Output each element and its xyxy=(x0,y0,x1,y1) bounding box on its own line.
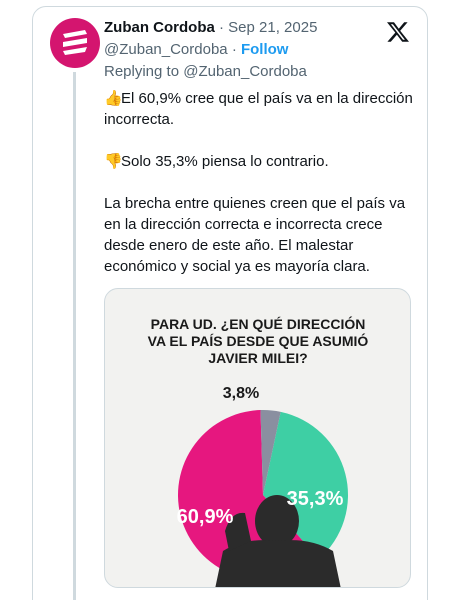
handle-separator: · xyxy=(231,41,237,58)
author-row: Zuban Cordoba · Sep 21, 2025 xyxy=(104,19,317,36)
pie-chart: PARA UD. ¿EN QUÉ DIRECCIÓN VA EL PAÍS DE… xyxy=(148,315,369,587)
tweet-date[interactable]: Sep 21, 2025 xyxy=(228,19,318,36)
chart-title-line-3: JAVIER MILEI? xyxy=(208,350,307,366)
x-logo-icon[interactable] xyxy=(386,20,410,44)
tweet-line-1: 👍El 60,9% cree que el país va en la dire… xyxy=(104,90,413,128)
handle-row: @Zuban_Cordoba · Follow xyxy=(104,41,288,58)
tweet-text: 👍El 60,9% cree que el país va en la dire… xyxy=(104,88,416,277)
author-name[interactable]: Zuban Cordoba xyxy=(104,19,215,36)
date-separator: · xyxy=(219,19,224,36)
tweet-line-2: 👎Solo 35,3% piensa lo contrario. xyxy=(104,153,329,170)
thumbs-up-icon: 👍 xyxy=(104,90,123,107)
pie-label-2: 60,9% xyxy=(177,506,234,528)
author-handle[interactable]: @Zuban_Cordoba xyxy=(104,41,228,58)
avatar[interactable] xyxy=(50,18,100,68)
replying-handle[interactable]: @Zuban_Cordoba xyxy=(183,63,307,80)
thumbs-down-icon: 👎 xyxy=(104,153,123,170)
thread-line xyxy=(73,72,76,600)
zuban-logo-icon xyxy=(63,30,87,55)
pie-slice-3 xyxy=(260,410,281,495)
tweet-line-3: La brecha entre quienes creen que el paí… xyxy=(104,195,406,275)
chart-title-line-1: PARA UD. ¿EN QUÉ DIRECCIÓN xyxy=(151,315,366,332)
pie-slice-1 xyxy=(263,411,348,560)
chart-title-line-2: VA EL PAÍS DESDE QUE ASUMIÓ xyxy=(148,332,369,349)
follow-button[interactable]: Follow xyxy=(240,41,289,58)
person-silhouette xyxy=(215,495,341,587)
pie-label-1: 35,3% xyxy=(287,488,344,510)
replying-prefix: Replying to xyxy=(104,63,180,80)
pie-label-3: 3,8% xyxy=(223,385,259,402)
replying-to: Replying to @Zuban_Cordoba xyxy=(104,63,307,80)
tweet-image[interactable]: PARA UD. ¿EN QUÉ DIRECCIÓN VA EL PAÍS DE… xyxy=(104,288,411,588)
